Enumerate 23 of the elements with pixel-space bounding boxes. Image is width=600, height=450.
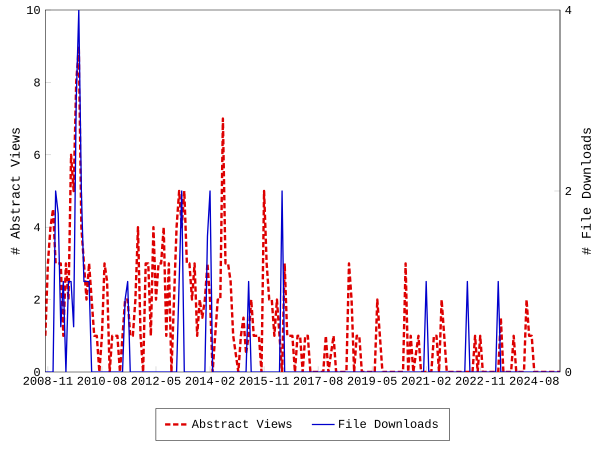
y-tick-label: 2 <box>34 296 40 304</box>
y-tick-label: 6 <box>34 150 40 159</box>
legend-label: File Downloads <box>339 419 438 428</box>
y-tick-label: 8 <box>34 78 40 86</box>
y2-axis-title: # File Downloads <box>581 128 591 255</box>
y-tick-label: 10 <box>27 6 40 14</box>
y-tick-label: 4 <box>34 223 40 232</box>
x-tick-label: 2019-05 <box>348 376 397 385</box>
x-tick-label: 2015-11 <box>240 376 289 385</box>
x-tick-label: 2012-05 <box>132 376 180 385</box>
y-axis-title: # Abstract Views <box>10 128 20 255</box>
x-tick-label: 2014-02 <box>186 376 234 385</box>
x-tick-label: 2022-11 <box>456 376 505 385</box>
x-tick-label: 2017-08 <box>294 376 343 385</box>
y2-tick-label: 4 <box>565 6 572 14</box>
y2-tick-label: 2 <box>566 186 572 196</box>
y2-tick-label: 0 <box>565 368 572 376</box>
x-tick-label: 2008-11 <box>24 376 73 385</box>
x-tick-label: 2024-08 <box>510 376 559 385</box>
y-tick-label: 0 <box>34 368 40 376</box>
legend-label: Abstract Views <box>192 419 292 428</box>
x-tick-label: 2010-08 <box>78 376 126 385</box>
x-tick-label: 2021-02 <box>402 376 451 385</box>
